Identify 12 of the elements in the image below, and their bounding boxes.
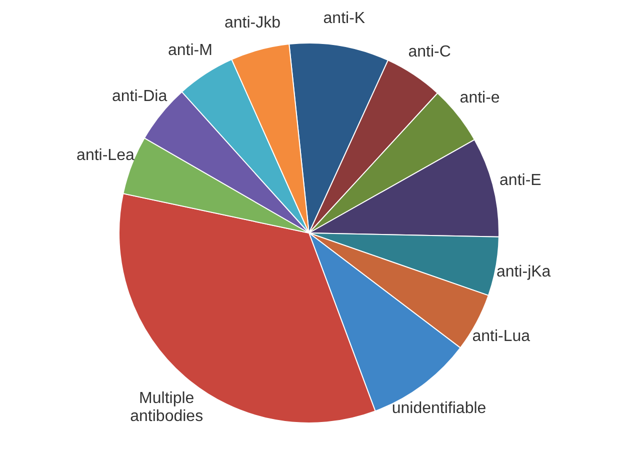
slice-label: anti-jKa [496,264,551,281]
slice-label: Multiple antibodies [130,390,204,426]
slice-label: anti-K [323,10,366,27]
slice-label: unidentifiable [392,400,486,417]
slice-label: anti-Lua [472,328,530,345]
slice-label: anti-e [460,90,500,107]
slice-label: anti-Dia [112,88,168,105]
slice-label: anti-C [408,43,451,60]
slice-label: anti-Jkb [224,14,281,32]
slice-label: anti-Lea [76,146,134,164]
slice-label: anti-M [168,42,212,60]
slice-label: anti-E [500,172,542,189]
